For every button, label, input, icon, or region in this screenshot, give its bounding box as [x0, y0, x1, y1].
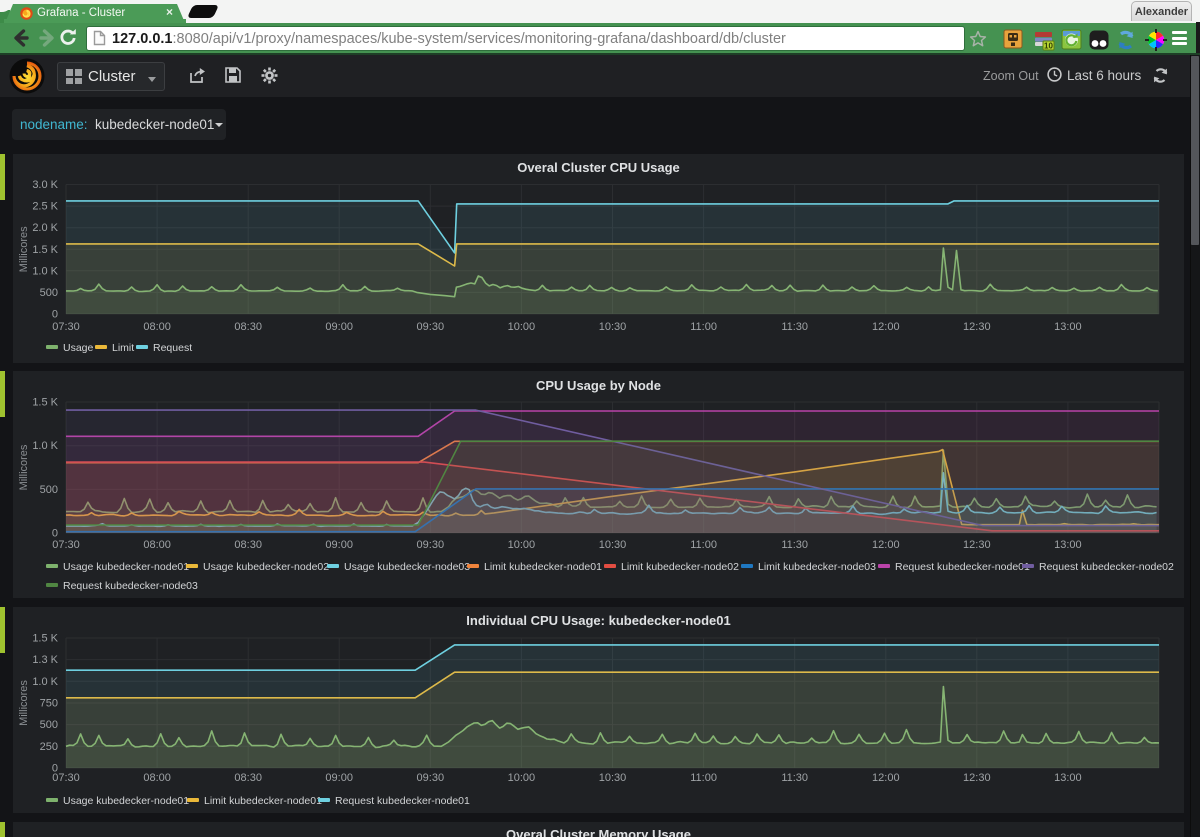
svg-text:10:00: 10:00	[508, 539, 536, 551]
svg-text:10:30: 10:30	[599, 539, 627, 551]
svg-text:0: 0	[52, 528, 58, 540]
svg-text:09:30: 09:30	[417, 772, 445, 784]
svg-text:09:30: 09:30	[417, 539, 445, 551]
svg-text:11:30: 11:30	[781, 321, 808, 333]
svg-text:08:00: 08:00	[143, 772, 171, 784]
svg-text:250: 250	[40, 741, 58, 753]
svg-text:500: 500	[40, 287, 58, 299]
svg-text:Millicores: Millicores	[18, 680, 30, 726]
svg-text:11:30: 11:30	[781, 772, 808, 784]
svg-text:10:00: 10:00	[508, 772, 536, 784]
svg-text:12:30: 12:30	[963, 321, 991, 333]
svg-text:10:30: 10:30	[599, 772, 627, 784]
svg-text:07:30: 07:30	[52, 772, 80, 784]
svg-text:Millicores: Millicores	[18, 226, 30, 272]
svg-text:08:30: 08:30	[234, 772, 262, 784]
svg-text:12:00: 12:00	[872, 772, 900, 784]
svg-text:1.3 K: 1.3 K	[32, 654, 58, 666]
svg-text:09:00: 09:00	[325, 772, 353, 784]
svg-text:08:30: 08:30	[234, 539, 262, 551]
svg-text:12:30: 12:30	[963, 772, 991, 784]
svg-text:11:00: 11:00	[690, 321, 717, 333]
svg-text:1.0 K: 1.0 K	[32, 265, 58, 277]
svg-text:13:00: 13:00	[1054, 539, 1082, 551]
svg-text:500: 500	[40, 484, 58, 496]
svg-text:Millicores: Millicores	[18, 444, 30, 490]
svg-text:12:00: 12:00	[872, 539, 900, 551]
svg-text:08:00: 08:00	[143, 539, 171, 551]
svg-text:13:00: 13:00	[1054, 772, 1082, 784]
svg-text:11:30: 11:30	[781, 539, 808, 551]
svg-text:11:00: 11:00	[690, 772, 717, 784]
svg-text:10:30: 10:30	[599, 321, 627, 333]
svg-text:1.0 K: 1.0 K	[32, 440, 58, 452]
svg-text:09:30: 09:30	[417, 321, 445, 333]
svg-text:12:30: 12:30	[963, 539, 991, 551]
svg-text:3.0 K: 3.0 K	[32, 179, 58, 191]
svg-text:1.5 K: 1.5 K	[32, 244, 58, 256]
svg-text:07:30: 07:30	[52, 539, 80, 551]
svg-text:0: 0	[52, 763, 58, 775]
svg-text:1.5 K: 1.5 K	[32, 397, 58, 409]
svg-text:12:00: 12:00	[872, 321, 900, 333]
svg-text:08:30: 08:30	[234, 321, 262, 333]
svg-text:10:00: 10:00	[508, 321, 536, 333]
svg-text:2.5 K: 2.5 K	[32, 201, 58, 213]
svg-text:13:00: 13:00	[1054, 321, 1082, 333]
svg-text:1.5 K: 1.5 K	[32, 633, 58, 645]
svg-text:07:30: 07:30	[52, 321, 80, 333]
svg-text:09:00: 09:00	[325, 539, 353, 551]
svg-text:500: 500	[40, 719, 58, 731]
svg-text:10: 10	[1044, 42, 1053, 51]
svg-text:750: 750	[40, 698, 58, 710]
svg-text:09:00: 09:00	[325, 321, 353, 333]
svg-text:08:00: 08:00	[143, 321, 171, 333]
svg-text:2.0 K: 2.0 K	[32, 222, 58, 234]
svg-text:0: 0	[52, 309, 58, 321]
svg-text:11:00: 11:00	[690, 539, 717, 551]
svg-text:1.0 K: 1.0 K	[32, 676, 58, 688]
